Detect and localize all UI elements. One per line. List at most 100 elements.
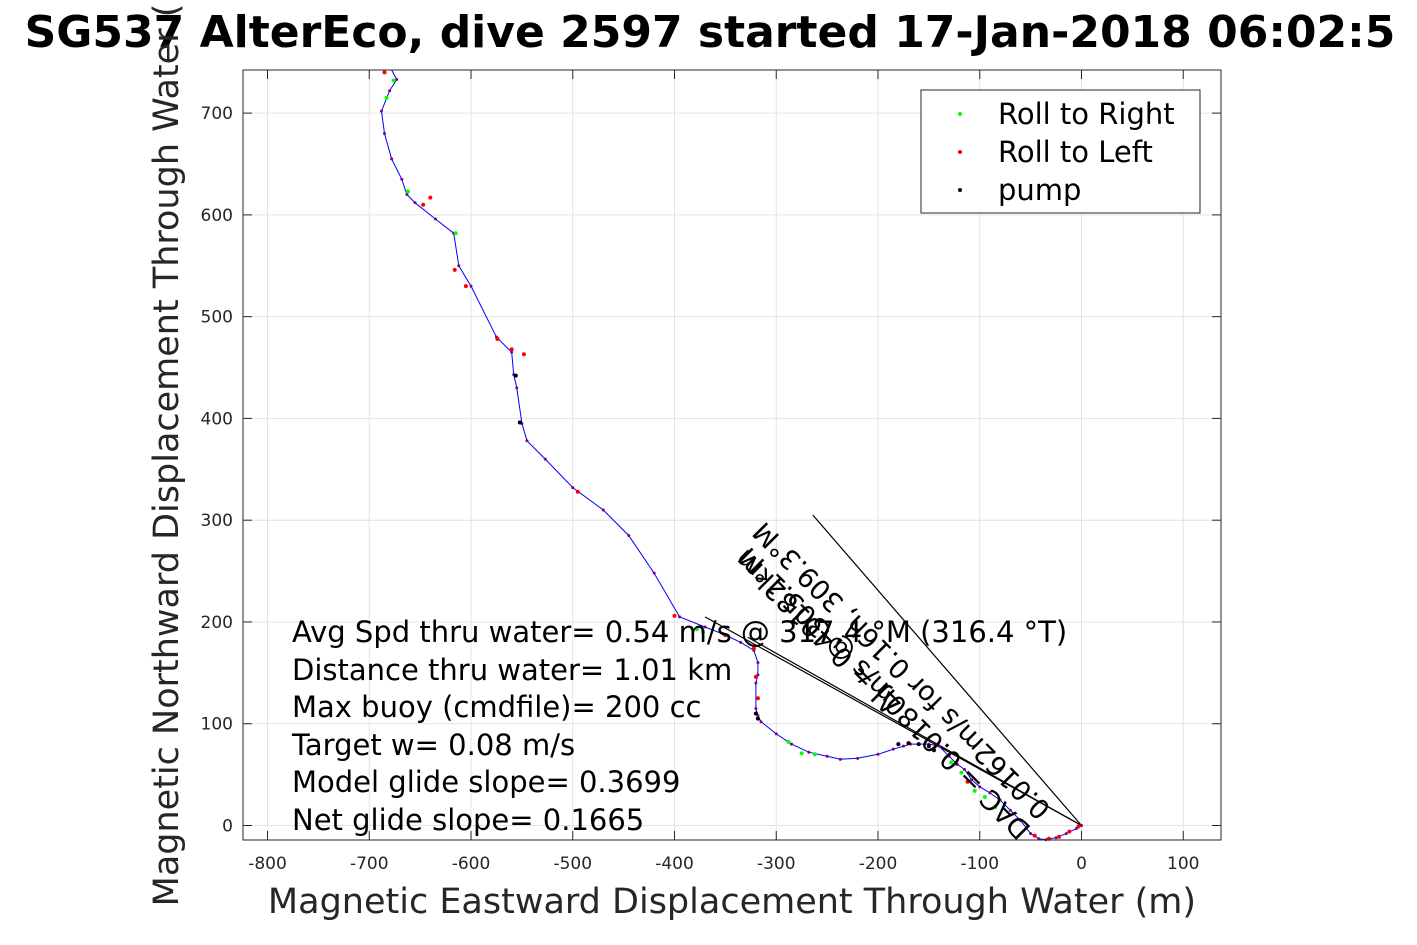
legend-marker-roll-right <box>958 112 962 116</box>
roll-left-point <box>521 352 526 357</box>
track-point <box>400 177 404 181</box>
track-point <box>891 747 895 751</box>
legend-label-pump: pump <box>998 173 1081 207</box>
track-point <box>379 109 383 113</box>
legend-marker-pump <box>958 188 962 192</box>
pump-point <box>896 742 901 747</box>
roll-right-point <box>959 770 964 775</box>
y-tick-label: 200 <box>201 613 233 633</box>
roll-right-point <box>384 95 389 100</box>
track-point <box>515 386 519 390</box>
roll-left-point <box>421 202 426 207</box>
roll-left-point <box>755 696 760 701</box>
track-point <box>807 750 811 754</box>
roll-left-point <box>463 284 468 289</box>
track-point <box>703 625 707 629</box>
roll-left-point <box>1057 834 1062 839</box>
x-tick-label: -400 <box>655 854 694 874</box>
pump-points <box>513 373 936 753</box>
pump-point <box>753 711 758 716</box>
roll-left-point <box>495 337 500 342</box>
annotation-block: Avg Spd thru water= 0.54 m/s @ 317.4 °M … <box>291 615 1067 837</box>
y-tick-label: 700 <box>201 104 233 124</box>
roll-right-point <box>391 78 396 83</box>
roll-left-point <box>1067 829 1072 834</box>
roll-right-point <box>812 752 817 757</box>
roll-right-point <box>982 795 987 800</box>
y-tick-label: 600 <box>201 206 233 226</box>
x-tick-label: -600 <box>452 854 491 874</box>
x-tick-label: -100 <box>960 854 999 874</box>
track-point <box>571 486 575 490</box>
track-point <box>901 744 905 748</box>
track-point <box>790 742 794 746</box>
track-point <box>774 732 778 736</box>
track-point <box>937 744 941 748</box>
roll-left-point <box>382 70 387 75</box>
chart-title: SG537 AlterEco, dive 2597 started 17-Jan… <box>25 7 1396 58</box>
track-point <box>388 89 392 93</box>
track-point <box>413 201 417 205</box>
roll-right-point <box>799 751 804 756</box>
track-point <box>970 778 974 782</box>
y-tick-label: 500 <box>201 308 233 328</box>
track-point <box>1054 836 1058 840</box>
annotation-net-glide: Net glide slope= 0.1665 <box>292 803 644 837</box>
track-point <box>988 791 992 795</box>
x-tick-label: 100 <box>1167 854 1199 874</box>
track-point <box>759 720 763 724</box>
y-tick-label: 0 <box>222 817 233 837</box>
legend: Roll to Right Roll to Left pump <box>920 89 1201 214</box>
y-tick-label: 100 <box>201 715 233 735</box>
track-point <box>1080 824 1083 827</box>
roll-left-points <box>382 70 1081 841</box>
current-line <box>704 616 1082 827</box>
track-point <box>627 533 631 537</box>
track-point <box>876 752 880 756</box>
track-point <box>947 754 951 758</box>
x-tick-label: -300 <box>757 854 796 874</box>
track-point <box>652 571 656 575</box>
roll-right-points <box>384 78 998 810</box>
track-point <box>1037 837 1041 841</box>
track-point <box>756 661 760 665</box>
x-tick-label: -700 <box>350 854 389 874</box>
legend-box <box>920 89 1201 214</box>
track-point <box>390 157 394 161</box>
annotation-distance: Distance thru water= 1.01 km <box>292 653 732 687</box>
roll-left-point <box>452 267 457 272</box>
track-point <box>678 615 682 619</box>
annotation-avg-speed: Avg Spd thru water= 0.54 m/s @ 317.4 °M … <box>292 615 1067 649</box>
pump-point <box>513 373 518 378</box>
roll-left-point <box>1032 833 1037 838</box>
track-point <box>754 706 758 710</box>
track-point <box>856 756 860 760</box>
track-point <box>978 785 982 789</box>
plot-frame <box>242 69 1222 841</box>
x-ticks: -800 -700 -600 -500 -400 -300 -200 -100 0 100 <box>248 70 1199 874</box>
roll-left-point <box>1076 824 1081 829</box>
track-point <box>838 757 842 761</box>
roll-left-point <box>509 347 514 352</box>
pump-point <box>916 742 921 747</box>
x-tick-label: -200 <box>859 854 898 874</box>
legend-marker-roll-left <box>958 150 962 154</box>
annotation-target-w: Target w= 0.08 m/s <box>291 728 575 762</box>
current-lines <box>704 514 1082 827</box>
track-point <box>469 284 473 288</box>
pump-point <box>755 716 760 721</box>
pump-point <box>906 741 911 746</box>
track-point <box>1018 818 1022 822</box>
annotation-max-buoy: Max buoy (cmdfile)= 200 cc <box>292 690 701 724</box>
roll-left-point <box>672 613 677 618</box>
roll-right-point <box>993 805 998 810</box>
roll-right-point <box>453 231 458 236</box>
roll-left-point <box>428 195 433 200</box>
track-point <box>1029 832 1033 836</box>
track-point <box>754 681 758 685</box>
x-axis-label: Magnetic Eastward Displacement Through W… <box>268 882 1196 922</box>
roll-right-point <box>694 627 699 632</box>
track-point <box>1008 808 1012 812</box>
track-point <box>510 350 514 354</box>
x-tick-label: -800 <box>248 854 287 874</box>
